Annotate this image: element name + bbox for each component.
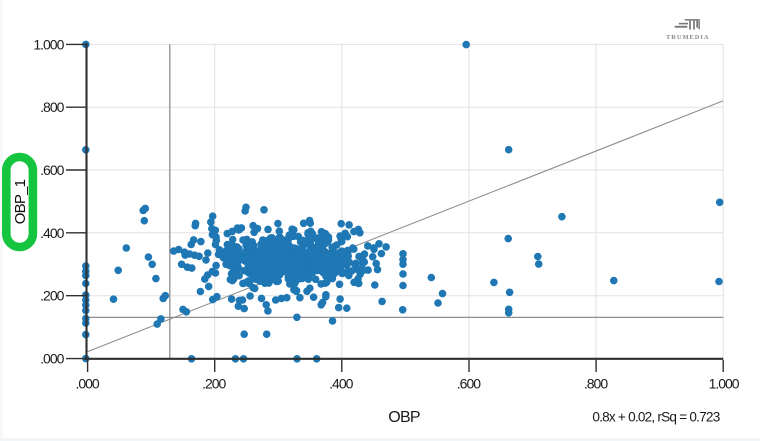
svg-text:OBP_1: OBP_1 — [12, 179, 29, 224]
svg-text:OBP: OBP — [388, 409, 420, 426]
svg-text:.400: .400 — [329, 376, 353, 392]
svg-text:1.000: 1.000 — [709, 376, 740, 392]
svg-text:.800: .800 — [584, 376, 608, 392]
svg-text:.200: .200 — [40, 288, 64, 304]
svg-text:.400: .400 — [40, 225, 64, 241]
svg-text:.800: .800 — [40, 99, 64, 115]
svg-text:.000: .000 — [40, 351, 64, 367]
svg-text:0.8x + 0.02, rSq = 0.723: 0.8x + 0.02, rSq = 0.723 — [592, 410, 719, 425]
svg-text:.600: .600 — [457, 376, 481, 392]
svg-text:.200: .200 — [202, 376, 226, 392]
svg-text:TRUMEDIA: TRUMEDIA — [666, 34, 709, 41]
svg-text:.600: .600 — [40, 162, 64, 178]
svg-text:.000: .000 — [75, 376, 99, 392]
svg-text:1.000: 1.000 — [33, 36, 64, 52]
